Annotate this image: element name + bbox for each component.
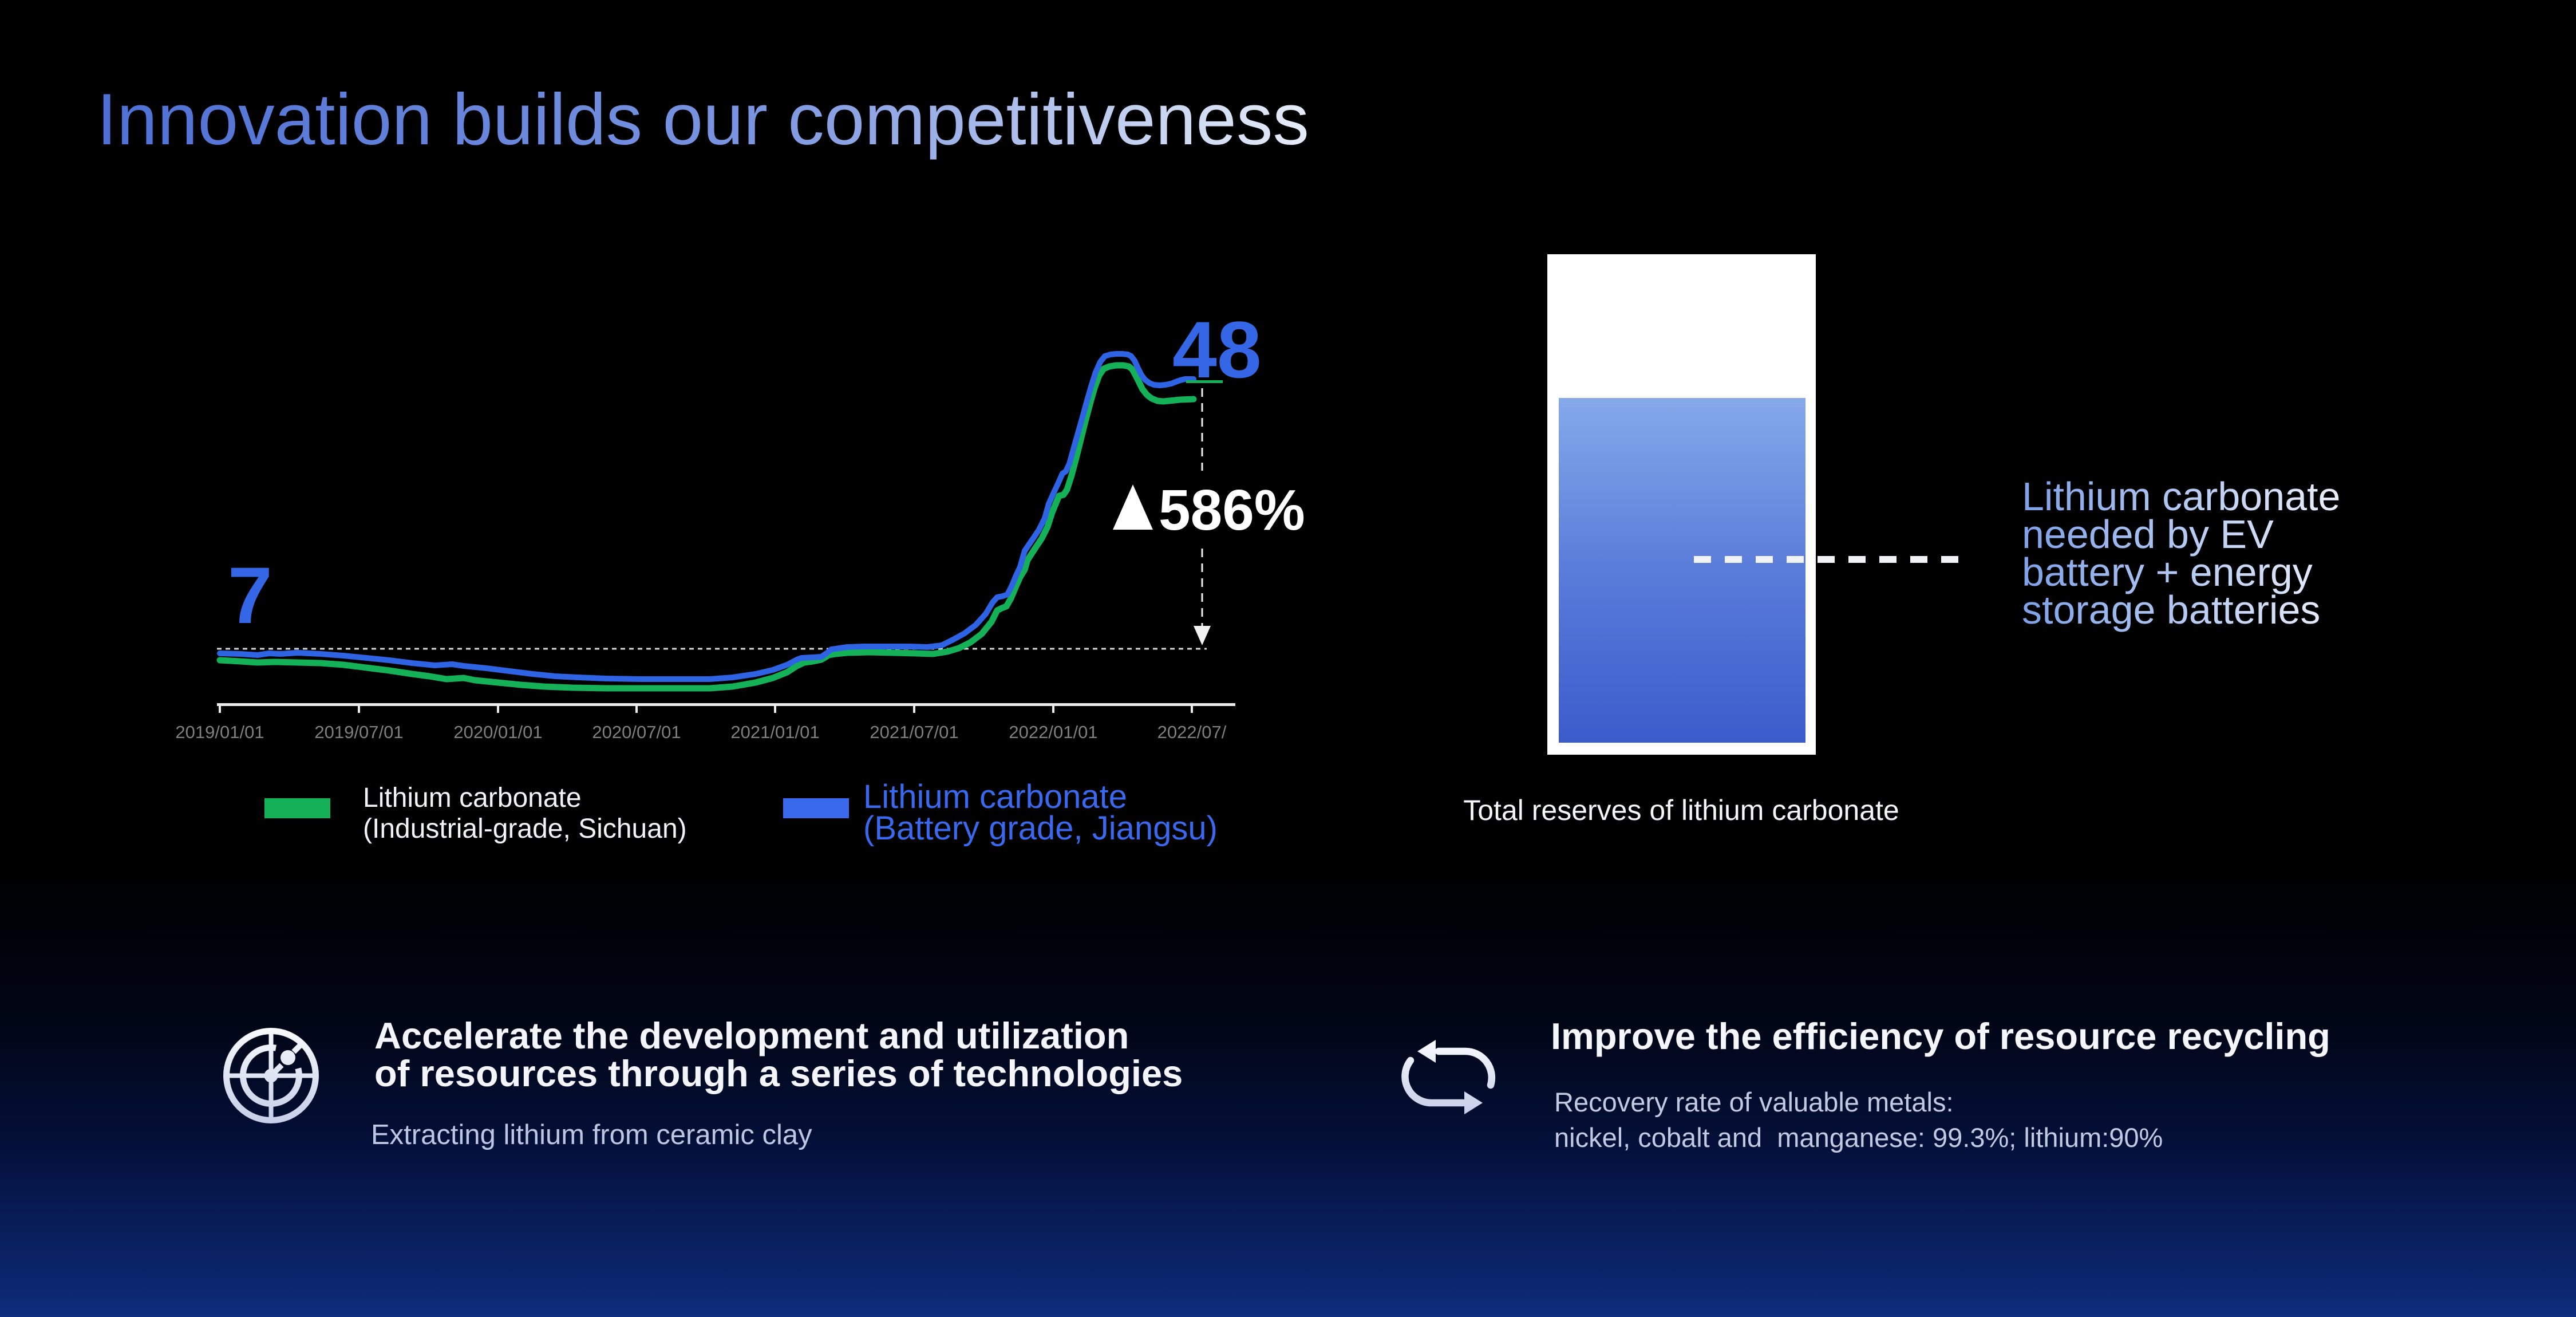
svg-text:586%: 586% bbox=[1159, 478, 1305, 542]
svg-text:48: 48 bbox=[1172, 305, 1262, 395]
svg-text:battery + energy: battery + energy bbox=[2022, 550, 2313, 594]
svg-text:2020/07/01: 2020/07/01 bbox=[592, 722, 681, 742]
svg-text:Accelerate the development and: Accelerate the development and utilizati… bbox=[374, 1015, 1129, 1056]
svg-text:Lithium carbonate: Lithium carbonate bbox=[863, 778, 1127, 815]
svg-text:Lithium carbonate: Lithium carbonate bbox=[2022, 474, 2340, 519]
svg-text:of resources through a series: of resources through a series of technol… bbox=[374, 1052, 1183, 1094]
svg-text:needed by EV: needed by EV bbox=[2022, 512, 2274, 557]
svg-text:Extracting lithium from cerami: Extracting lithium from ceramic clay bbox=[371, 1119, 812, 1150]
svg-text:2021/01/01: 2021/01/01 bbox=[730, 722, 819, 742]
svg-text:Lithium carbonate: Lithium carbonate bbox=[363, 783, 582, 813]
svg-text:nickel, cobalt and manganese:: nickel, cobalt and manganese: 99.3%; lit… bbox=[1554, 1122, 2163, 1153]
svg-text:Innovation builds our competit: Innovation builds our competitiveness bbox=[97, 78, 1309, 160]
svg-text:7: 7 bbox=[228, 550, 272, 640]
svg-text:Total reserves of lithium carb: Total reserves of lithium carbonate bbox=[1463, 794, 1899, 826]
svg-text:storage batteries: storage batteries bbox=[2022, 587, 2320, 632]
svg-text:(Industrial-grade, Sichuan): (Industrial-grade, Sichuan) bbox=[363, 814, 687, 844]
svg-text:2019/07/01: 2019/07/01 bbox=[314, 722, 403, 742]
svg-text:2022/01/01: 2022/01/01 bbox=[1009, 722, 1097, 742]
svg-text:2022/07/: 2022/07/ bbox=[1157, 722, 1227, 742]
svg-text:Improve the efficiency of reso: Improve the efficiency of resource recyc… bbox=[1551, 1015, 2330, 1057]
svg-text:2019/01/01: 2019/01/01 bbox=[175, 722, 264, 742]
svg-text:(Battery grade, Jiangsu): (Battery grade, Jiangsu) bbox=[863, 810, 1218, 847]
svg-text:2021/07/01: 2021/07/01 bbox=[870, 722, 958, 742]
svg-text:Recovery rate of valuable meta: Recovery rate of valuable metals: bbox=[1554, 1087, 1954, 1117]
svg-text:2020/01/01: 2020/01/01 bbox=[453, 722, 542, 742]
